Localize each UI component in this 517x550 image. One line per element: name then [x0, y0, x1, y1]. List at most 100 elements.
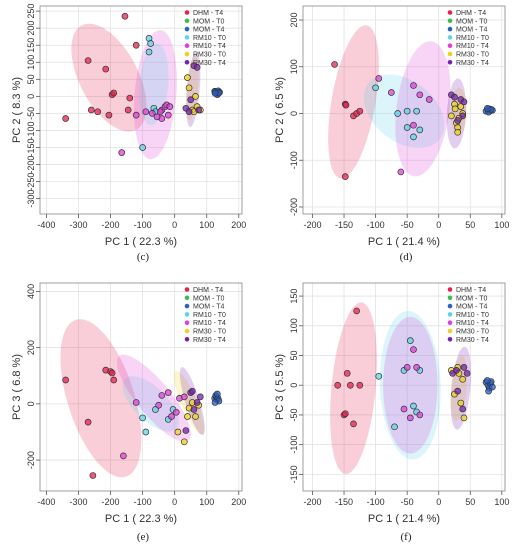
plot-frame: [39, 5, 243, 215]
data-point: [483, 105, 491, 112]
data-point: [459, 375, 467, 383]
y-tick-label: -200: [26, 156, 36, 174]
legend-marker: [447, 26, 453, 32]
data-point: [460, 98, 468, 106]
legend-marker: [184, 35, 190, 40]
data-point: [413, 107, 420, 115]
plot-frame: [302, 282, 506, 492]
data-point: [211, 399, 219, 406]
x-tick-label: -200: [303, 220, 321, 230]
legend-label: RM10 - T0: [193, 312, 226, 319]
data-point: [164, 389, 172, 396]
data-point: [343, 369, 351, 377]
x-tick-label: 0: [436, 220, 441, 230]
data-point: [184, 413, 191, 420]
legend-label: RM10 - T0: [193, 35, 226, 42]
data-point: [89, 472, 97, 479]
ellipse-rm10-t0: [139, 43, 169, 126]
panel-caption: (d): [400, 251, 413, 263]
legend-marker: [447, 35, 453, 40]
data-point: [425, 96, 433, 103]
legend-label: RM30 - T4: [456, 337, 489, 344]
data-point: [174, 428, 182, 436]
data-point: [118, 149, 126, 156]
legend-marker: [447, 287, 453, 292]
data-point: [416, 126, 424, 134]
legend-label: MOM - T4: [456, 27, 487, 34]
legend-marker: [184, 60, 190, 65]
ellipse-rm10-t4: [383, 316, 438, 454]
data-point: [153, 113, 161, 121]
data-point: [139, 414, 146, 422]
data-point: [84, 57, 92, 64]
panel-caption: (c): [137, 251, 150, 263]
confidence-ellipses: [330, 302, 471, 475]
y-tick-label: 150: [289, 289, 299, 304]
legend-marker: [184, 303, 190, 309]
ellipse-rm10-t0: [122, 376, 179, 432]
data-point: [110, 89, 118, 97]
data-point: [172, 408, 180, 416]
data-point: [110, 376, 118, 384]
legend-marker: [184, 26, 190, 32]
y-tick-label: 200: [289, 13, 299, 28]
data-point: [485, 387, 492, 395]
legend-label: MOM - T0: [193, 18, 224, 25]
legend-marker: [447, 60, 453, 65]
ellipse-rm10-t4: [134, 30, 177, 160]
legend-marker: [184, 328, 190, 334]
data-point: [457, 399, 465, 407]
data-point: [375, 372, 383, 380]
y-tick-label: -300: [26, 190, 36, 208]
legend-marker: [447, 18, 453, 24]
data-point: [188, 387, 196, 395]
legend-marker: [184, 43, 190, 48]
legend-label: RM10 - T0: [456, 35, 489, 42]
x-tick-label: -100: [134, 497, 152, 507]
confidence-ellipses: [328, 25, 468, 179]
data-point: [155, 401, 162, 409]
data-point: [108, 369, 116, 377]
y-tick-label: 100: [289, 59, 299, 74]
x-tick-label: -400: [37, 497, 55, 507]
legend-label: RM10 - T4: [456, 320, 489, 327]
legend-marker: [447, 295, 453, 301]
legend-label: RM10 - T4: [193, 320, 226, 327]
data-points: [62, 366, 223, 479]
data-point: [187, 96, 195, 104]
data-point: [410, 402, 417, 410]
plot-frame: [302, 5, 506, 215]
ellipse-rm10-t0: [379, 310, 441, 460]
data-point: [142, 108, 150, 116]
legend-marker: [184, 337, 190, 342]
data-point: [166, 103, 174, 110]
data-point: [459, 405, 467, 413]
data-point: [190, 406, 198, 413]
legend-label: RM10 - T4: [193, 43, 226, 50]
data-point: [394, 110, 402, 117]
x-tick-label: 100: [494, 497, 509, 507]
x-tick-label: -200: [102, 220, 120, 230]
ellipse-rm10-t4: [116, 354, 191, 442]
legend-marker: [184, 295, 190, 301]
data-point: [192, 93, 199, 100]
y-tick-label: 250: [26, 4, 36, 19]
data-point: [193, 64, 201, 71]
y-axis-label: PC 3 ( 5.5 %): [274, 354, 286, 420]
legend-label: MOM - T4: [193, 304, 224, 311]
data-point: [453, 367, 460, 374]
x-tick-label: 0: [172, 220, 177, 230]
x-tick-label: -200: [102, 497, 120, 507]
y-tick-label: 50: [26, 74, 36, 84]
legend-label: MOM - T4: [456, 304, 487, 311]
x-tick-label: 0: [436, 497, 441, 507]
legend-label: RM30 - T0: [456, 52, 489, 59]
data-point: [334, 381, 342, 389]
y-tick-label: 0: [26, 401, 36, 406]
legend-marker: [184, 10, 190, 15]
x-tick-label: 100: [494, 220, 509, 230]
ellipse-dhm-t4: [328, 25, 379, 179]
y-tick-label: -100: [26, 121, 36, 139]
